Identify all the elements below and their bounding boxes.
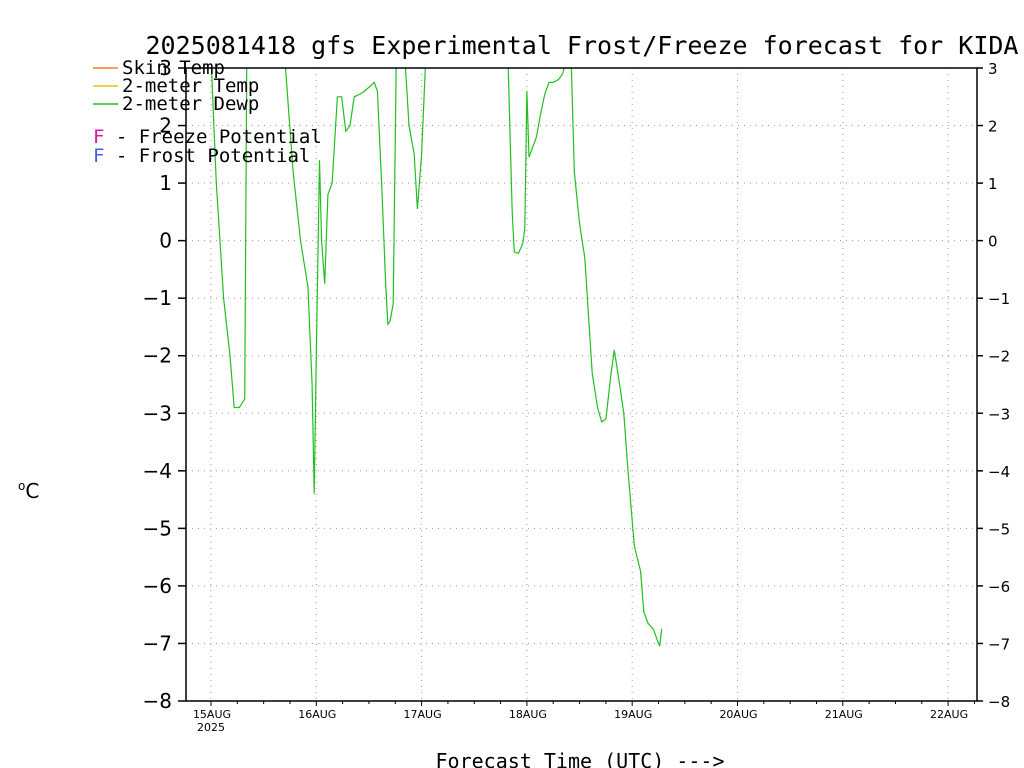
y-tick-label-right: −7 (988, 635, 1010, 653)
x-axis-label: Forecast Time (UTC) ---> (436, 749, 725, 768)
y-tick-label-left: −8 (143, 689, 172, 713)
potential-text: - Frost Potential (104, 145, 310, 167)
y-tick-label-right: −8 (988, 693, 1010, 711)
y-tick-label-left: 2 (159, 114, 172, 138)
degree-symbol: o (18, 479, 25, 493)
y-tick-label-left: −2 (143, 344, 172, 368)
y-tick-label-left: −5 (143, 516, 172, 540)
series-line-dewpoint (210, 68, 663, 647)
potential-letter: F (93, 126, 104, 148)
x-tick-label: 16AUG (298, 708, 336, 721)
y-tick-label-left: −6 (143, 574, 172, 598)
chart-title: 2025081418 gfs Experimental Frost/Freeze… (146, 31, 1019, 60)
y-tick-label-left: −4 (143, 459, 172, 483)
x-tick-label: 21AUG (825, 708, 863, 721)
y-tick-label-right: 2 (988, 118, 998, 136)
x-tick-label: 18AUG (509, 708, 547, 721)
series-layer (210, 68, 663, 647)
x-tick-label: 20AUG (719, 708, 757, 721)
y-axis-right: −8 −7 −6 −5 −4 −3 −2 −1 0 1 2 3 (977, 60, 1010, 711)
potential-annotation: F - Freeze Potential (93, 126, 322, 148)
y-tick-label-right: −6 (988, 578, 1010, 596)
x-axis: 15AUG 16AUG 17AUG 18AUG 19AUG 20AUG 21AUG 22AUG… (193, 701, 975, 734)
y-tick-label-left: −7 (143, 631, 172, 655)
y-tick-label-right: −1 (988, 290, 1010, 308)
x-tick-label: 22AUG (930, 708, 968, 721)
y-tick-label-right: −3 (988, 405, 1010, 423)
y-tick-label-right: 0 (988, 233, 998, 251)
legend-label: Skin Temp (122, 57, 225, 79)
y-tick-label-left: 1 (159, 171, 172, 195)
legend-label: 2-meter Temp (122, 75, 259, 97)
y-tick-label-right: −5 (988, 520, 1010, 538)
y-tick-label-right: −2 (988, 348, 1010, 366)
x-year-label: 2025 (197, 721, 225, 734)
y-axis-label: oC (18, 479, 39, 503)
potential-letter: F (93, 145, 104, 167)
x-tick-label: 15AUG (193, 708, 231, 721)
y-tick-label-left: −1 (143, 286, 172, 310)
x-tick-label: 17AUG (404, 708, 442, 721)
potential-annotation: F - Frost Potential (93, 145, 310, 167)
y-tick-label-right: 3 (988, 60, 998, 78)
y-axis-left: −8 −7 −6 −5 −4 −3 −2 −1 0 1 2 3 (143, 56, 186, 713)
y-tick-label-left: 3 (159, 56, 172, 80)
y-tick-label-left: −3 (143, 401, 172, 425)
x-tick-label: 19AUG (614, 708, 652, 721)
y-tick-label-right: 1 (988, 175, 998, 193)
y-tick-label-left: 0 (159, 229, 172, 253)
legend-label: 2-meter Dewp (122, 93, 259, 115)
potential-text: - Freeze Potential (104, 126, 321, 148)
plot-frame (185, 67, 978, 702)
y-tick-label-right: −4 (988, 463, 1010, 481)
